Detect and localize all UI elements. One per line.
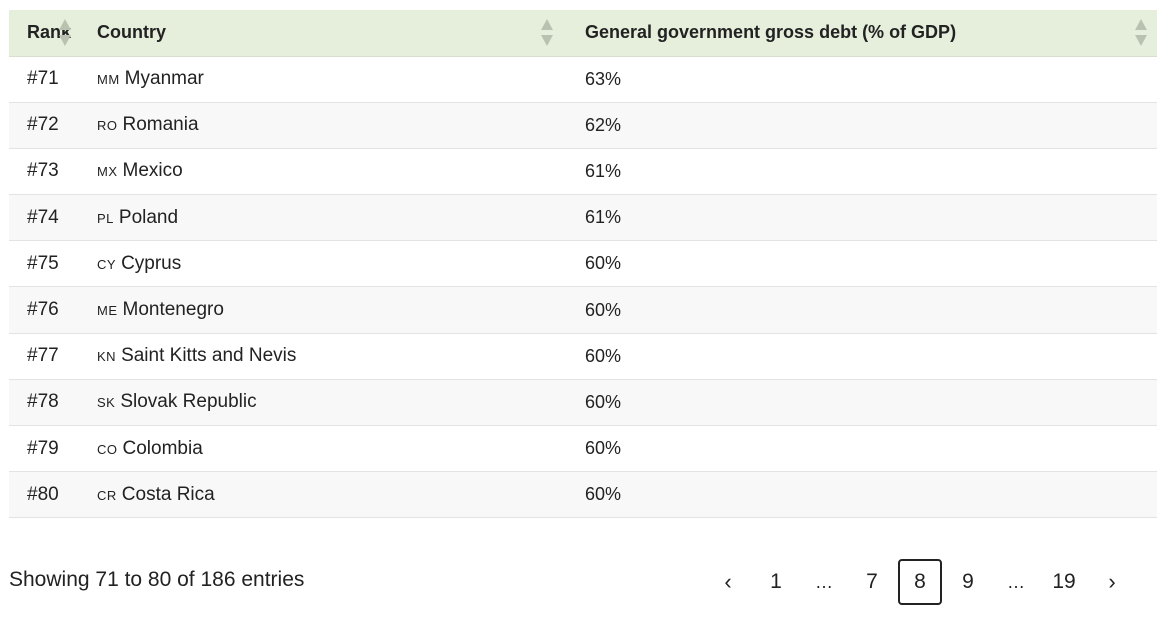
country-name: Romania <box>122 114 199 136</box>
rank-cell: #75 <box>27 252 59 274</box>
debt-cell: 60% <box>585 345 622 366</box>
country-cell: MM Myanmar <box>79 56 567 102</box>
debt-cell: 60% <box>585 484 622 505</box>
country-cell: PL Poland <box>79 195 567 241</box>
rank-cell: #76 <box>27 299 59 321</box>
country-name: Saint Kitts and Nevis <box>121 345 297 367</box>
debt-cell: 60% <box>585 391 622 412</box>
country-code-flag-icon: MM <box>97 72 120 88</box>
country-code-flag-icon: RO <box>97 118 118 134</box>
rank-cell: #78 <box>27 391 59 413</box>
country-name: Slovak Republic <box>120 391 257 413</box>
sort-icon <box>1135 19 1147 47</box>
sort-icon <box>59 19 71 47</box>
table-row: #79 CO Colombia 60% <box>9 425 1157 472</box>
country-code-flag-icon: PL <box>97 210 114 226</box>
page-button-19[interactable]: 19 <box>1052 570 1076 593</box>
table-row: #71 MM Myanmar 63% <box>9 56 1157 103</box>
country-cell: CR Costa Rica <box>79 472 567 518</box>
header-debt[interactable]: General government gross debt (% of GDP) <box>567 10 1157 57</box>
country-name: Montenegro <box>122 299 224 321</box>
header-country[interactable]: Country <box>79 10 567 57</box>
rank-cell: #74 <box>27 206 59 228</box>
current-page-button[interactable]: 8 <box>898 559 942 605</box>
debt-cell: 61% <box>585 207 622 228</box>
table-row: #72 RO Romania 62% <box>9 102 1157 149</box>
country-code-flag-icon: MX <box>97 164 118 180</box>
table-row: #80 CR Costa Rica 60% <box>9 471 1157 518</box>
rank-cell: #77 <box>27 345 59 367</box>
table-row: #75 CY Cyprus 60% <box>9 240 1157 287</box>
header-country-label: Country <box>97 22 166 43</box>
debt-cell: 63% <box>585 68 622 89</box>
pagination-ellipsis: … <box>815 571 833 592</box>
header-rank[interactable]: Rank <box>9 10 79 57</box>
header-debt-label: General government gross debt (% of GDP) <box>585 22 957 43</box>
country-cell: KN Saint Kitts and Nevis <box>79 333 567 379</box>
ranking-table: Rank Country General government gross de… <box>9 10 1157 518</box>
ranking-table-container: Rank Country General government gross de… <box>9 10 1157 518</box>
country-cell: ME Montenegro <box>79 287 567 333</box>
rank-cell: #73 <box>27 160 59 182</box>
entries-info: Showing 71 to 80 of 186 entries <box>9 568 305 591</box>
page-button-9[interactable]: 9 <box>962 570 974 593</box>
table-row: #76 ME Montenegro 60% <box>9 286 1157 334</box>
debt-cell: 60% <box>585 299 622 320</box>
country-cell: CO Colombia <box>79 426 567 472</box>
country-code-flag-icon: SK <box>97 395 116 411</box>
rank-cell: #71 <box>27 68 59 90</box>
rank-cell: #79 <box>27 437 59 459</box>
country-cell: CY Cyprus <box>79 241 567 287</box>
pagination: ‹ 1 … 7 8 9 … 19 › <box>706 559 1138 605</box>
debt-cell: 61% <box>585 160 622 181</box>
country-cell: MX Mexico <box>79 148 567 194</box>
table-body: #71 MM Myanmar 63% #72 RO Romania 62% #73 MX Mexic… <box>9 56 1157 518</box>
country-name: Cyprus <box>121 252 182 274</box>
page-button-1[interactable]: 1 <box>770 570 782 593</box>
country-name: Costa Rica <box>121 483 215 505</box>
table-row: #73 MX Mexico 61% <box>9 148 1157 195</box>
country-code-flag-icon: ME <box>97 303 118 319</box>
debt-cell: 60% <box>585 253 622 274</box>
sort-icon <box>541 19 553 47</box>
next-page-button[interactable]: › <box>1108 569 1116 594</box>
table-row: #74 PL Poland 61% <box>9 194 1157 241</box>
table-row: #78 SK Slovak Republic 60% <box>9 379 1157 426</box>
page-button-7[interactable]: 7 <box>866 570 878 593</box>
country-code-flag-icon: CR <box>97 487 117 503</box>
debt-cell: 62% <box>585 114 622 135</box>
country-code-flag-icon: CO <box>97 441 118 457</box>
country-name: Poland <box>118 206 179 228</box>
rank-cell: #80 <box>27 483 59 505</box>
debt-cell: 60% <box>585 438 622 459</box>
prev-page-button[interactable]: ‹ <box>724 569 732 594</box>
rank-cell: #72 <box>27 114 59 136</box>
country-code-flag-icon: CY <box>97 256 117 272</box>
country-name: Myanmar <box>124 68 204 90</box>
country-name: Colombia <box>122 437 203 459</box>
country-cell: RO Romania <box>79 102 567 148</box>
country-name: Mexico <box>122 160 183 182</box>
country-cell: SK Slovak Republic <box>79 379 567 425</box>
country-code-flag-icon: KN <box>97 349 117 365</box>
table-row: #77 KN Saint Kitts and Nevis 60% <box>9 333 1157 380</box>
pagination-ellipsis: … <box>1007 571 1025 592</box>
table-header-row: Rank Country General government gross de… <box>9 10 1157 57</box>
